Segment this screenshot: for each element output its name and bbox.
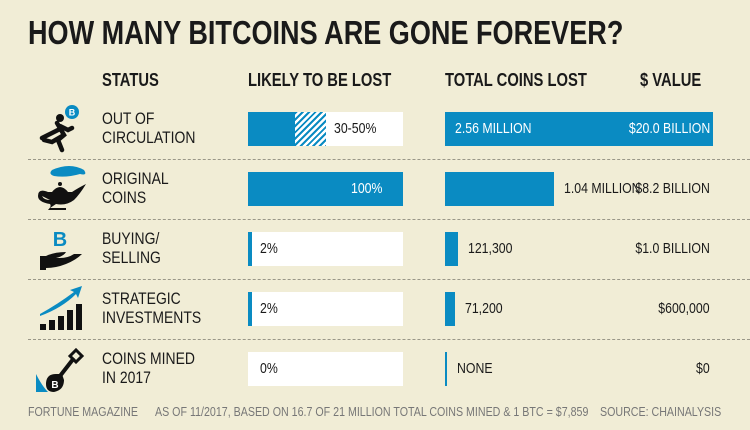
- likely-lost-label: 100%: [350, 180, 383, 197]
- likely-lost-label: 30-50%: [333, 120, 376, 137]
- likely-lost-bar: [248, 292, 252, 326]
- coins-lost-label: 2.56 MILLION: [455, 120, 532, 137]
- header-likely: LIKELY TO BE LOST: [248, 70, 392, 90]
- dollar-value-label: $1.0 BILLION: [635, 240, 710, 257]
- row-divider: [28, 339, 750, 340]
- likely-lost-bar: [248, 232, 252, 266]
- row-divider: [28, 279, 750, 280]
- header-status: STATUS: [102, 70, 159, 90]
- coins-lost-label: 71,200: [465, 300, 503, 317]
- likely-lost-label: 2%: [260, 300, 278, 317]
- likely-lost-bar-track: 30-50%: [248, 112, 403, 146]
- table-row: ORIGINAL COINS 100% 1.04 MILLION $8.2 BI…: [0, 166, 750, 232]
- table-row: B COINS MINED IN 2017 0% NONE $0: [0, 347, 750, 412]
- dollar-value-label: $600,000: [658, 300, 710, 317]
- status-label: ORIGINAL COINS: [102, 169, 169, 207]
- coins-lost-bar: [445, 352, 447, 386]
- growth-chart-arrow-icon: [30, 284, 90, 334]
- running-man-bitcoin-icon: B: [30, 104, 90, 154]
- coins-lost-bar: [445, 292, 455, 326]
- status-label: OUT OF CIRCULATION: [102, 109, 196, 147]
- dollar-value-label: $0: [696, 360, 710, 377]
- row-divider: [28, 219, 750, 220]
- likely-lost-label: 0%: [260, 360, 278, 377]
- coins-lost-bar: [445, 232, 458, 266]
- status-label: COINS MINED IN 2017: [102, 349, 195, 387]
- svg-text:B: B: [51, 380, 58, 391]
- likely-lost-bar: [248, 172, 403, 206]
- likely-lost-bar-track: 100%: [248, 172, 403, 206]
- header-value: $ VALUE: [640, 70, 702, 90]
- coins-lost-bar: [445, 112, 713, 146]
- coins-lost-bar: [445, 172, 554, 206]
- svg-text:B: B: [69, 108, 76, 118]
- page-title: HOW MANY BITCOINS ARE GONE FOREVER?: [28, 14, 624, 51]
- coins-lost-label: 121,300: [467, 240, 513, 257]
- likely-lost-label: 2%: [260, 240, 278, 257]
- dollar-value-label: $20.0 BILLION: [628, 120, 710, 137]
- table-row: B BUYING/ SELLING 2% 121,300 $1.0 BILLIO…: [0, 229, 750, 292]
- likely-lost-range-bar: [294, 112, 326, 146]
- status-label: BUYING/ SELLING: [102, 229, 161, 267]
- header-coins: TOTAL COINS LOST: [445, 70, 587, 90]
- likely-lost-bar-track: 2%: [248, 232, 403, 266]
- coins-lost-label: 1.04 MILLION: [563, 180, 641, 197]
- table-row: STRATEGIC INVESTMENTS 2% 71,200 $600,000: [0, 286, 750, 352]
- likely-lost-bar-track: 0%: [248, 352, 403, 386]
- coins-lost-label: NONE: [457, 360, 493, 377]
- dollar-value-label: $8.2 BILLION: [635, 180, 710, 197]
- table-row: B OUT OF CIRCULATION 30-50% 2.56 MILLION…: [0, 105, 750, 172]
- likely-lost-bar-track: 2%: [248, 292, 403, 326]
- svg-text:B: B: [53, 229, 67, 251]
- shovel-bitcoin-icon: B: [30, 344, 90, 394]
- genie-lamp-icon: [30, 164, 90, 214]
- hand-bitcoin-icon: B: [30, 224, 90, 274]
- row-divider: [28, 159, 750, 160]
- likely-lost-bar: [248, 112, 295, 146]
- status-label: STRATEGIC INVESTMENTS: [102, 289, 202, 327]
